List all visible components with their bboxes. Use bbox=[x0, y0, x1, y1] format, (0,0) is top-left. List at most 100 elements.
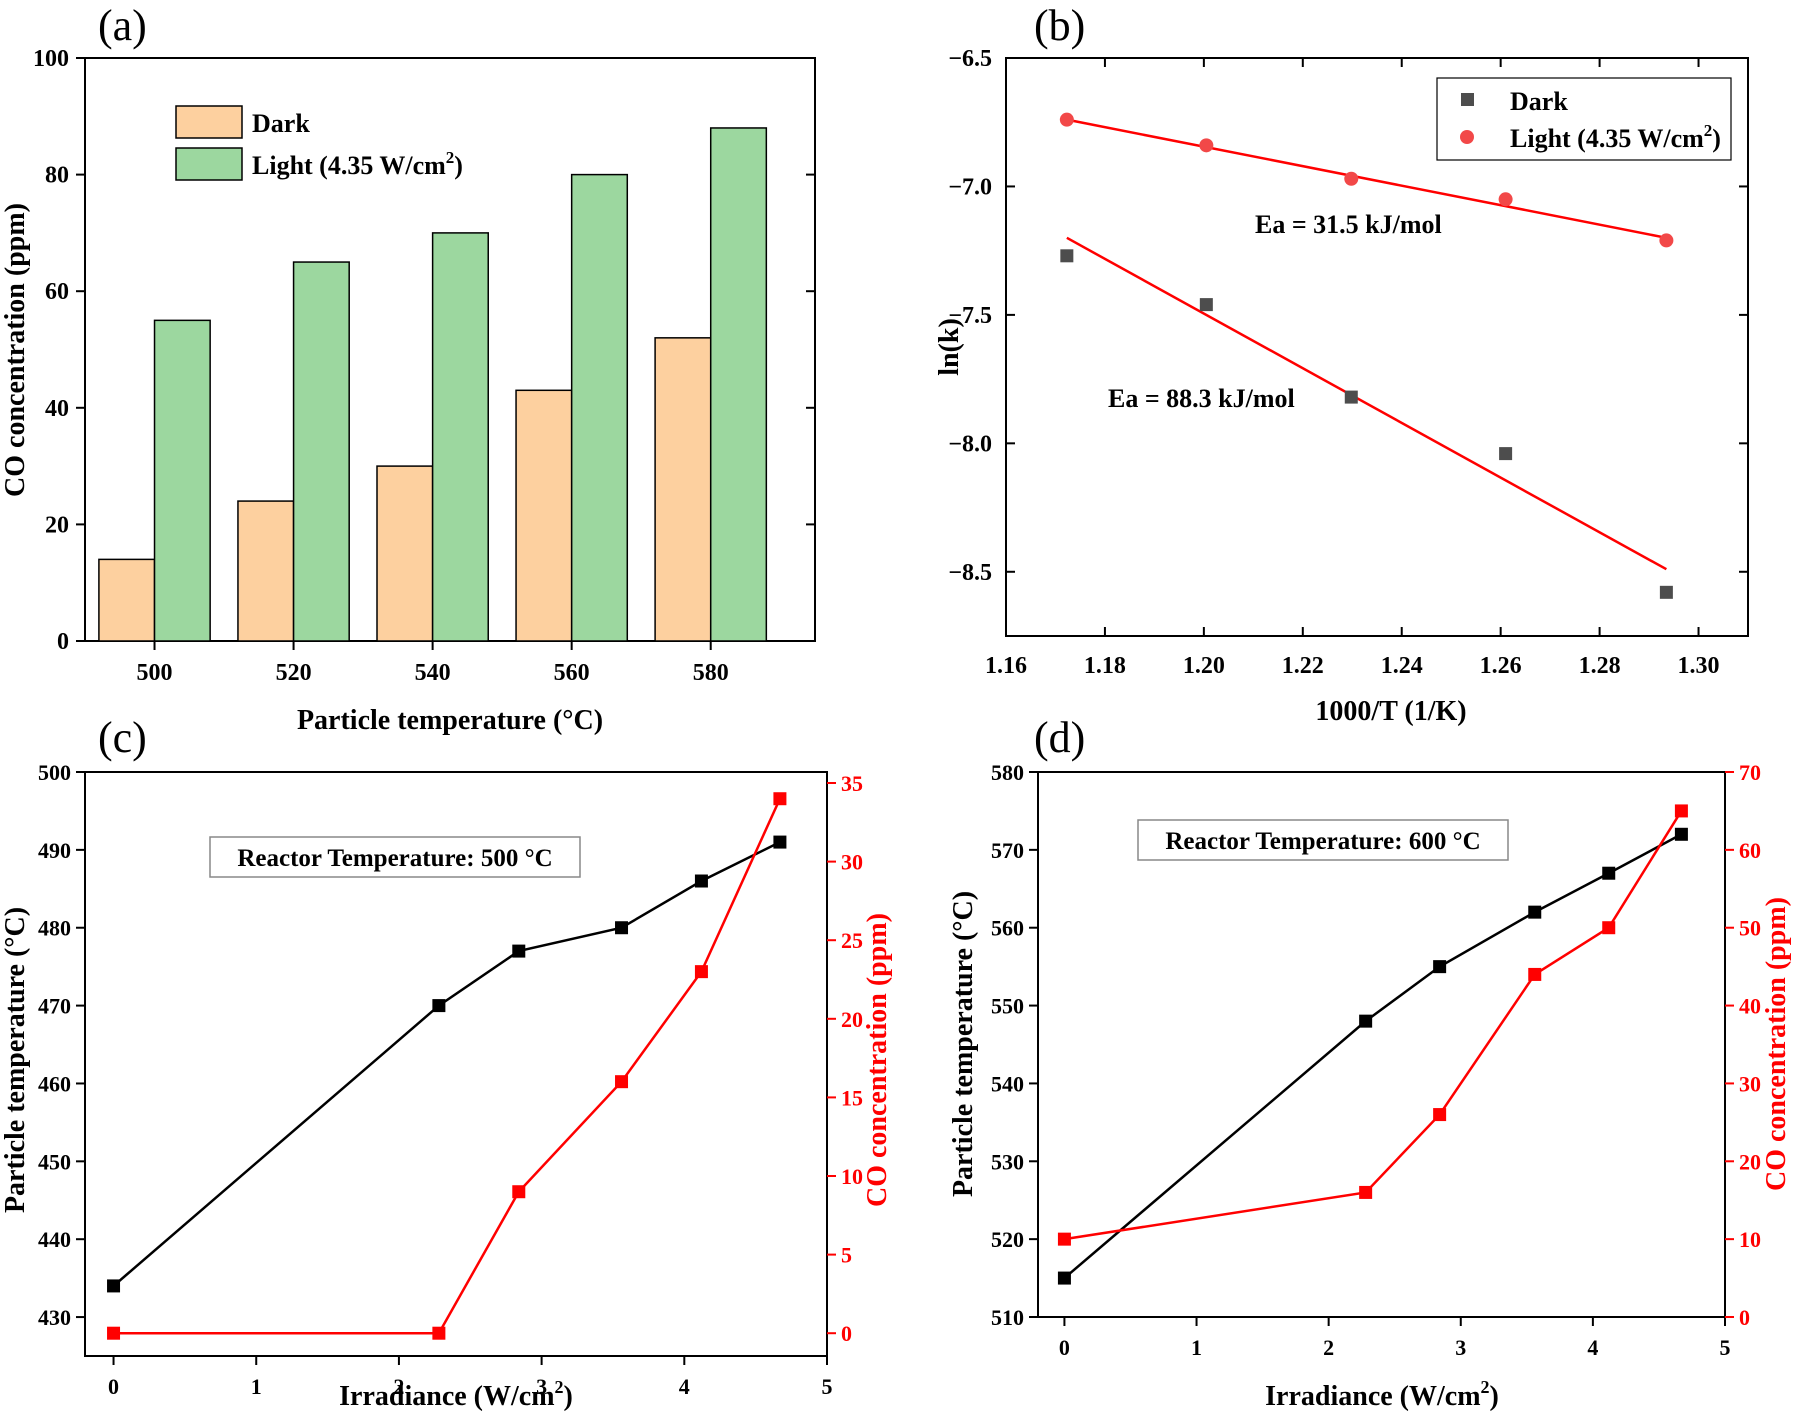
point-light-2 bbox=[1344, 171, 1359, 186]
x-tick-label-1.30: 1.30 bbox=[1678, 653, 1720, 679]
point-co-0 bbox=[107, 1326, 121, 1340]
point-dark-0 bbox=[1060, 249, 1074, 263]
panel-c-plot-frame bbox=[84, 771, 828, 1357]
y-tick-label-left-570: 570 bbox=[991, 838, 1024, 863]
panel-a-x-axis-title: Particle temperature (°C) bbox=[297, 705, 603, 736]
panel-b: (b) 1.16 1.18 1.20 1.22 1.24 1.26 1.28 1.30 −6.5… bbox=[934, 1, 1749, 727]
point-light-4 bbox=[1659, 233, 1674, 248]
point-co-4 bbox=[694, 965, 708, 979]
x-tick-label-5: 5 bbox=[822, 1374, 833, 1399]
x-tick-label-1.16: 1.16 bbox=[985, 653, 1027, 679]
bar-light-520 bbox=[292, 261, 350, 642]
panel-d-marks bbox=[1057, 804, 1688, 1285]
y-tick-label-left-510: 510 bbox=[991, 1305, 1024, 1330]
point-temperature-4 bbox=[1602, 866, 1616, 880]
legend-marker-light bbox=[1460, 130, 1474, 144]
panel-c-reactor-temperature: Reactor Temperature: 500 °C bbox=[237, 845, 552, 872]
panel-d-annotation-box: Reactor Temperature: 600 °C bbox=[1137, 819, 1509, 861]
y-tick-label-right-10: 10 bbox=[1739, 1227, 1761, 1252]
legend-marker-dark bbox=[1461, 93, 1474, 106]
point-temperature-5 bbox=[1674, 827, 1688, 841]
legend-label-dark: Dark bbox=[252, 109, 310, 138]
x-tick-label-5: 5 bbox=[1720, 1335, 1731, 1360]
y-tick-label-left-450: 450 bbox=[38, 1149, 71, 1174]
legend-label-light: Light (4.35 W/cm2) bbox=[252, 148, 463, 180]
panel-d: (d) 0 1 2 3 4 5 510 520 530 540 550 560 570 580 0 10 20 3… bbox=[948, 713, 1792, 1412]
fit-line-dark bbox=[1066, 236, 1667, 571]
point-temperature-1 bbox=[432, 999, 446, 1013]
panel-c-marks bbox=[107, 792, 787, 1340]
point-dark-4 bbox=[1659, 585, 1673, 599]
bar-dark-580 bbox=[654, 337, 712, 642]
y-tick-label-left-550: 550 bbox=[991, 994, 1024, 1019]
y-tick-label-left-500: 500 bbox=[38, 760, 71, 785]
point-temperature-1 bbox=[1359, 1014, 1373, 1028]
panel-b-marks bbox=[1059, 112, 1674, 599]
point-co-2 bbox=[512, 1185, 526, 1199]
point-temperature-0 bbox=[1057, 1271, 1071, 1285]
panel-c: (c) 0 1 2 3 4 5 430 440 450 460 470 480 490 500 0 5 10 15… bbox=[0, 713, 893, 1412]
line-temperature bbox=[112, 840, 781, 1287]
panel-b-legend: Dark Light (4.35 W/cm2) bbox=[1436, 77, 1732, 161]
panel-c-label: (c) bbox=[98, 713, 147, 762]
point-temperature-5 bbox=[773, 835, 787, 849]
point-temperature-0 bbox=[107, 1279, 121, 1293]
point-dark-2 bbox=[1344, 390, 1358, 404]
panel-a: (a) 500 520 540 560 580 0 20 40 60 80 100 Particle… bbox=[0, 1, 816, 736]
x-tick-label-1: 1 bbox=[1191, 1335, 1202, 1360]
panel-b-x-axis-title: 1000/T (1/K) bbox=[1315, 696, 1466, 727]
fit-line-light bbox=[1066, 118, 1667, 240]
x-tick-label-1.22: 1.22 bbox=[1282, 653, 1324, 679]
point-temperature-3 bbox=[1528, 905, 1542, 919]
y-tick-label--7.5: −7.5 bbox=[948, 303, 992, 329]
panel-b-label: (b) bbox=[1034, 1, 1085, 50]
y-tick-label-right-15: 15 bbox=[841, 1085, 863, 1110]
x-tick-label-2: 2 bbox=[393, 1374, 404, 1399]
panel-a-y-axis-title: CO concentration (ppm) bbox=[0, 203, 31, 497]
panel-d-axes: 0 1 2 3 4 5 510 520 530 540 550 560 570 580 0 10 20 30 40 5… bbox=[991, 760, 1761, 1360]
y-tick-label-left-490: 490 bbox=[38, 838, 71, 863]
y-tick-label-left-540: 540 bbox=[991, 1071, 1024, 1096]
bar-light-500 bbox=[153, 319, 211, 642]
panel-c-axes: 0 1 2 3 4 5 430 440 450 460 470 480 490 500 0 5 10 15 20 25… bbox=[38, 760, 863, 1399]
y-tick-label--7.0: −7.0 bbox=[948, 174, 992, 200]
legend-label-dark: Dark bbox=[1510, 87, 1568, 116]
y-tick-label-40: 40 bbox=[45, 396, 69, 422]
x-tick-label-520: 520 bbox=[276, 660, 312, 686]
panel-a-label: (a) bbox=[98, 1, 147, 50]
panel-c-right-axis-title: CO concentration (ppm) bbox=[862, 913, 893, 1207]
x-tick-label-3: 3 bbox=[536, 1374, 547, 1399]
bar-dark-520 bbox=[237, 500, 295, 642]
bar-dark-500 bbox=[98, 558, 156, 642]
point-co-3 bbox=[1528, 967, 1542, 981]
panel-b-axes: 1.16 1.18 1.20 1.22 1.24 1.26 1.28 1.30 −6.5 −7.0… bbox=[948, 46, 1748, 679]
line-temperature bbox=[1063, 833, 1682, 1280]
y-tick-label-right-0: 0 bbox=[841, 1321, 852, 1346]
y-tick-label-right-0: 0 bbox=[1739, 1305, 1750, 1330]
panel-b-annotation-light: Ea = 31.5 kJ/mol bbox=[1255, 210, 1442, 239]
panel-d-annotation-frame bbox=[1137, 819, 1509, 861]
panel-a-legend: Dark Light (4.35 W/cm2) bbox=[175, 105, 463, 181]
y-tick-label-left-430: 430 bbox=[38, 1305, 71, 1330]
y-tick-label--8.5: −8.5 bbox=[948, 560, 992, 586]
y-tick-label-left-520: 520 bbox=[991, 1227, 1024, 1252]
panel-c-annotation-box: Reactor Temperature: 500 °C bbox=[209, 836, 581, 878]
x-tick-label-1: 1 bbox=[251, 1374, 262, 1399]
x-tick-label-2: 2 bbox=[1323, 1335, 1334, 1360]
y-tick-label-left-460: 460 bbox=[38, 1071, 71, 1096]
y-tick-label-right-40: 40 bbox=[1739, 994, 1761, 1019]
panel-d-x-axis-title: Irradiance (W/cm2) bbox=[1265, 1377, 1499, 1412]
y-tick-label-left-530: 530 bbox=[991, 1149, 1024, 1174]
point-co-3 bbox=[615, 1075, 629, 1089]
x-tick-label-560: 560 bbox=[554, 660, 590, 686]
y-tick-label-left-440: 440 bbox=[38, 1227, 71, 1252]
y-tick-label-right-70: 70 bbox=[1739, 760, 1761, 785]
y-tick-label-right-30: 30 bbox=[841, 850, 863, 875]
x-tick-label-0: 0 bbox=[108, 1374, 119, 1399]
y-tick-label-80: 80 bbox=[45, 163, 69, 189]
x-tick-label-1.28: 1.28 bbox=[1579, 653, 1621, 679]
point-dark-1 bbox=[1199, 298, 1213, 312]
x-tick-label-1.24: 1.24 bbox=[1381, 653, 1423, 679]
legend-label-light: Light (4.35 W/cm2) bbox=[1510, 121, 1721, 153]
